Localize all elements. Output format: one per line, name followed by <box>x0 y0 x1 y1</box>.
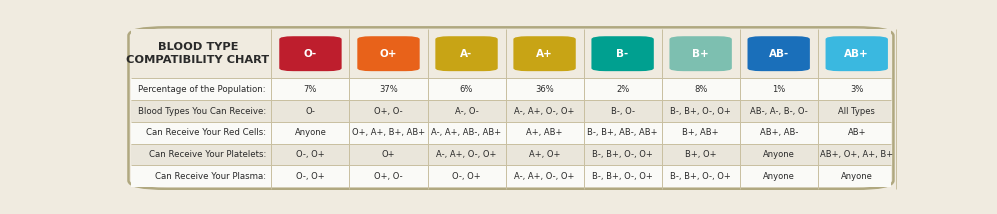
FancyBboxPatch shape <box>669 36 732 71</box>
Text: B-: B- <box>616 49 629 59</box>
Text: Percentage of the Population:: Percentage of the Population: <box>139 85 266 94</box>
Text: Anyone: Anyone <box>840 172 872 181</box>
FancyBboxPatch shape <box>513 36 575 71</box>
FancyBboxPatch shape <box>129 27 893 189</box>
Text: B+, AB+: B+, AB+ <box>682 128 719 137</box>
Text: O-, O+: O-, O+ <box>296 172 325 181</box>
Text: O-: O- <box>304 49 317 59</box>
Text: Anyone: Anyone <box>763 172 795 181</box>
Text: 1%: 1% <box>772 85 786 94</box>
Bar <box>131 144 891 165</box>
Text: 3%: 3% <box>850 85 863 94</box>
Text: AB+, AB-: AB+, AB- <box>760 128 798 137</box>
Text: B-, B+, O-, O+: B-, B+, O-, O+ <box>592 150 653 159</box>
Text: A-, A+, O-, O+: A-, A+, O-, O+ <box>514 172 574 181</box>
Text: A-, A+, AB-, AB+: A-, A+, AB-, AB+ <box>432 128 501 137</box>
Text: B+: B+ <box>692 49 709 59</box>
FancyBboxPatch shape <box>591 36 654 71</box>
Text: O+, O-: O+, O- <box>374 172 403 181</box>
Text: 7%: 7% <box>304 85 317 94</box>
FancyBboxPatch shape <box>279 36 342 71</box>
Text: O-: O- <box>305 107 315 116</box>
Text: O+, A+, B+, AB+: O+, A+, B+, AB+ <box>352 128 425 137</box>
Text: A+, AB+: A+, AB+ <box>526 128 562 137</box>
Text: B-, B+, O-, O+: B-, B+, O-, O+ <box>670 107 731 116</box>
Text: O+: O+ <box>382 150 395 159</box>
Text: B-, B+, O-, O+: B-, B+, O-, O+ <box>670 172 731 181</box>
Text: 37%: 37% <box>379 85 398 94</box>
Text: A-, A+, O-, O+: A-, A+, O-, O+ <box>514 107 574 116</box>
FancyBboxPatch shape <box>436 36 498 71</box>
Text: 8%: 8% <box>694 85 707 94</box>
Text: Can Receive Your Red Cells:: Can Receive Your Red Cells: <box>146 128 266 137</box>
Text: B+, O+: B+, O+ <box>685 150 717 159</box>
Text: AB-: AB- <box>769 49 789 59</box>
Text: AB+: AB+ <box>844 49 869 59</box>
Text: O+: O+ <box>380 49 397 59</box>
Text: A+, O+: A+, O+ <box>528 150 560 159</box>
Text: O-, O+: O-, O+ <box>296 150 325 159</box>
Text: A+: A+ <box>536 49 553 59</box>
Text: 36%: 36% <box>535 85 554 94</box>
Text: B-, O-: B-, O- <box>610 107 635 116</box>
Text: B-, B+, AB-, AB+: B-, B+, AB-, AB+ <box>587 128 658 137</box>
Text: AB+, O+, A+, B+: AB+, O+, A+, B+ <box>821 150 893 159</box>
FancyBboxPatch shape <box>748 36 810 71</box>
Text: AB+: AB+ <box>847 128 866 137</box>
FancyBboxPatch shape <box>826 36 888 71</box>
Text: Blood Types You Can Receive:: Blood Types You Can Receive: <box>138 107 266 116</box>
Text: 6%: 6% <box>460 85 474 94</box>
Bar <box>131 165 891 187</box>
Text: 2%: 2% <box>616 85 629 94</box>
Text: Anyone: Anyone <box>763 150 795 159</box>
Text: BLOOD TYPE
COMPATIBILITY CHART: BLOOD TYPE COMPATIBILITY CHART <box>127 42 269 65</box>
Text: Can Receive Your Platelets:: Can Receive Your Platelets: <box>149 150 266 159</box>
Text: A-: A- <box>461 49 473 59</box>
Text: O-, O+: O-, O+ <box>453 172 481 181</box>
Text: All Types: All Types <box>838 107 875 116</box>
Text: B-, B+, O-, O+: B-, B+, O-, O+ <box>592 172 653 181</box>
Bar <box>131 122 891 144</box>
Text: A-, A+, O-, O+: A-, A+, O-, O+ <box>437 150 497 159</box>
Text: AB-, A-, B-, O-: AB-, A-, B-, O- <box>750 107 808 116</box>
Bar <box>131 78 891 100</box>
Text: A-, O-: A-, O- <box>455 107 479 116</box>
Text: Anyone: Anyone <box>294 128 326 137</box>
Text: O+, O-: O+, O- <box>374 107 403 116</box>
Text: Can Receive Your Plasma:: Can Receive Your Plasma: <box>155 172 266 181</box>
Bar <box>131 29 891 78</box>
FancyBboxPatch shape <box>357 36 420 71</box>
Bar <box>131 100 891 122</box>
